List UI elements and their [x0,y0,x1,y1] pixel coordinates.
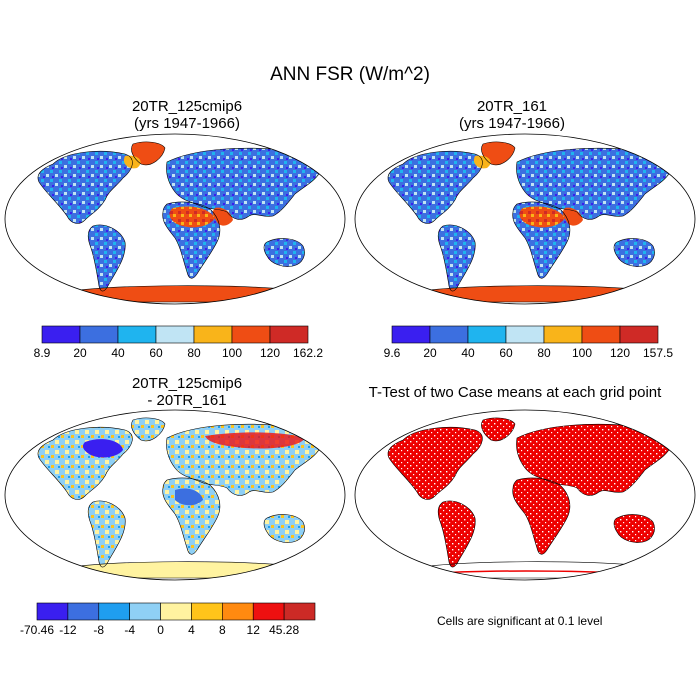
panel-title-case1: 20TR_125cmip6 (yrs 1947-1966) [27,98,347,132]
colorbar-case1-tick-label: 40 [111,346,125,360]
panel-title-case2-line1: 20TR_161 [476,98,548,115]
panel-title-case1-line1: 20TR_125cmip6 [131,98,243,115]
colorbar-case1-swatch [269,325,309,344]
colorbar-case1-swatch [79,325,119,344]
colorbar-case1 [41,325,309,344]
colorbar-diff-tick-label: -12 [59,623,77,637]
colorbar-case1-tick-label: 100 [221,346,243,360]
panel-title-case2-line2: (yrs 1947-1966) [459,115,565,132]
colorbar-diff-swatch [283,602,316,621]
colorbar-diff-swatch [129,602,161,621]
colorbar-diff-swatch [160,602,192,621]
colorbar-case2-swatch [391,325,431,344]
colorbar-diff-tick-label: -8 [93,623,105,637]
ttest-note: Cells are significant at 0.1 level [437,614,603,628]
colorbar-diff-swatch [252,602,285,621]
panel-title-diff-line1: 20TR_125cmip6 [131,375,243,392]
colorbar-case2-tick-label: 100 [571,346,593,360]
colorbar-diff-tick-label: 4 [188,623,195,637]
colorbar-case2-swatch [619,325,659,344]
colorbar-case1-tick-label: 162.2 [292,346,324,360]
colorbar-case1-tick-label: 60 [149,346,163,360]
colorbar-case2-swatch [467,325,507,344]
colorbar-case2-tick-label: 80 [537,346,551,360]
colorbar-case2-tick-label: 40 [461,346,475,360]
colorbar-case1-tick-label: 120 [259,346,281,360]
colorbar-diff-swatch [98,602,130,621]
panel-title-ttest: T-Test of two Case means at each grid po… [345,384,685,401]
map-ttest [354,409,696,581]
colorbar-case1-swatch [193,325,233,344]
panel-title-diff: 20TR_125cmip6 - 20TR_161 [27,375,347,409]
panel-title-case1-line2: (yrs 1947-1966) [134,115,240,132]
colorbar-diff-tick-label: 45.28 [269,623,300,637]
colorbar-case2-tick-label: 60 [499,346,513,360]
colorbar-case2-swatch [543,325,583,344]
colorbar-case2-tick-label: 157.5 [642,346,674,360]
colorbar-case2 [391,325,659,344]
panel-title-case2: 20TR_161 (yrs 1947-1966) [352,98,672,132]
map-case1 [4,133,346,305]
panel-title-diff-line2: - 20TR_161 [147,392,227,409]
colorbar-diff-tick-label: 0 [157,623,164,637]
colorbar-case1-swatch [41,325,81,344]
map-diff [4,409,346,581]
panel-title-ttest-line1: T-Test of two Case means at each grid po… [368,384,662,401]
colorbar-case2-swatch [429,325,469,344]
colorbar-case1-swatch [155,325,195,344]
colorbar-diff-swatch [36,602,69,621]
colorbar-case1-tick-label: 8.9 [33,346,51,360]
colorbar-case2-tick-label: 20 [423,346,437,360]
colorbar-case2-tick-label: 9.6 [383,346,401,360]
colorbar-case1-swatch [231,325,271,344]
colorbar-diff [36,602,316,621]
colorbar-case1-swatch [117,325,157,344]
colorbar-case2-tick-label: 120 [609,346,631,360]
colorbar-diff-tick-label: -70.46 [19,623,55,637]
colorbar-diff-tick-label: -4 [124,623,135,637]
colorbar-case1-tick-label: 80 [187,346,201,360]
colorbar-diff-swatch [191,602,223,621]
colorbar-diff-swatch [67,602,100,621]
colorbar-case2-swatch [505,325,545,344]
figure-title: ANN FSR (W/m^2) [270,64,430,85]
colorbar-diff-swatch [222,602,254,621]
colorbar-case1-tick-label: 20 [73,346,87,360]
colorbar-diff-tick-label: 8 [218,623,226,637]
colorbar-case2-swatch [581,325,621,344]
colorbar-diff-tick-label: 12 [246,623,260,637]
map-case2 [354,133,696,305]
